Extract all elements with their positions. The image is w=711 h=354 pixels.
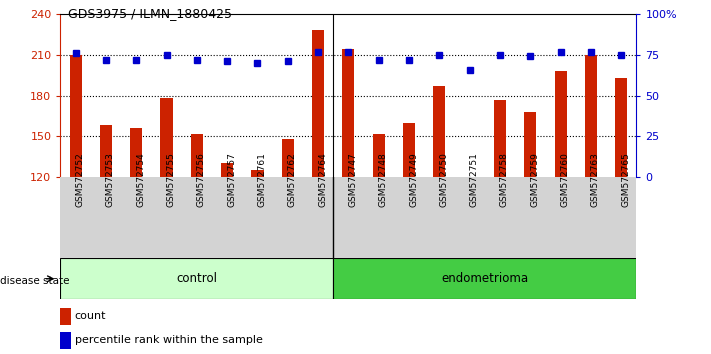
Text: count: count (75, 311, 107, 321)
Text: GSM572765: GSM572765 (621, 152, 630, 207)
Text: GSM572760: GSM572760 (560, 152, 570, 207)
Text: GSM572755: GSM572755 (166, 152, 176, 207)
Bar (373, 133, 385, 177)
Text: GSM572747: GSM572747 (348, 152, 358, 207)
Text: GSM572748: GSM572748 (379, 152, 387, 207)
Text: GSM572753: GSM572753 (106, 152, 115, 207)
Text: percentile rank within the sample: percentile rank within the sample (75, 335, 262, 345)
Text: GSM572762: GSM572762 (288, 152, 296, 207)
Bar (464, 177, 476, 178)
Bar (191, 133, 203, 177)
Bar (161, 98, 173, 177)
Text: GSM572754: GSM572754 (137, 152, 145, 207)
Text: control: control (176, 272, 218, 285)
Bar (555, 71, 567, 177)
Text: GSM572764: GSM572764 (318, 152, 327, 207)
Bar (60, 308, 71, 325)
Text: disease state: disease state (0, 276, 70, 286)
Text: GSM572759: GSM572759 (530, 152, 539, 207)
Bar (221, 164, 233, 177)
Bar (252, 170, 264, 177)
Bar (333, 258, 636, 299)
Bar (615, 78, 627, 177)
Text: GSM572761: GSM572761 (257, 152, 267, 207)
Text: GSM572757: GSM572757 (227, 152, 236, 207)
Text: GSM572749: GSM572749 (409, 152, 418, 207)
Bar (494, 100, 506, 177)
Bar (70, 55, 82, 177)
Text: endometrioma: endometrioma (442, 272, 528, 285)
Bar (60, 258, 333, 299)
Bar (342, 50, 355, 177)
Text: GDS3975 / ILMN_1880425: GDS3975 / ILMN_1880425 (68, 7, 232, 20)
Bar (60, 332, 71, 349)
Text: GSM572758: GSM572758 (500, 152, 509, 207)
Text: GSM572756: GSM572756 (197, 152, 206, 207)
Bar (524, 112, 536, 177)
Bar (282, 139, 294, 177)
Bar (130, 128, 142, 177)
Text: GSM572752: GSM572752 (75, 152, 85, 207)
Bar (312, 30, 324, 177)
Bar (100, 125, 112, 177)
Bar (585, 55, 597, 177)
Text: GSM572763: GSM572763 (591, 152, 600, 207)
Bar (403, 123, 415, 177)
Text: GSM572750: GSM572750 (439, 152, 449, 207)
Bar (433, 86, 445, 177)
Text: GSM572751: GSM572751 (470, 152, 479, 207)
